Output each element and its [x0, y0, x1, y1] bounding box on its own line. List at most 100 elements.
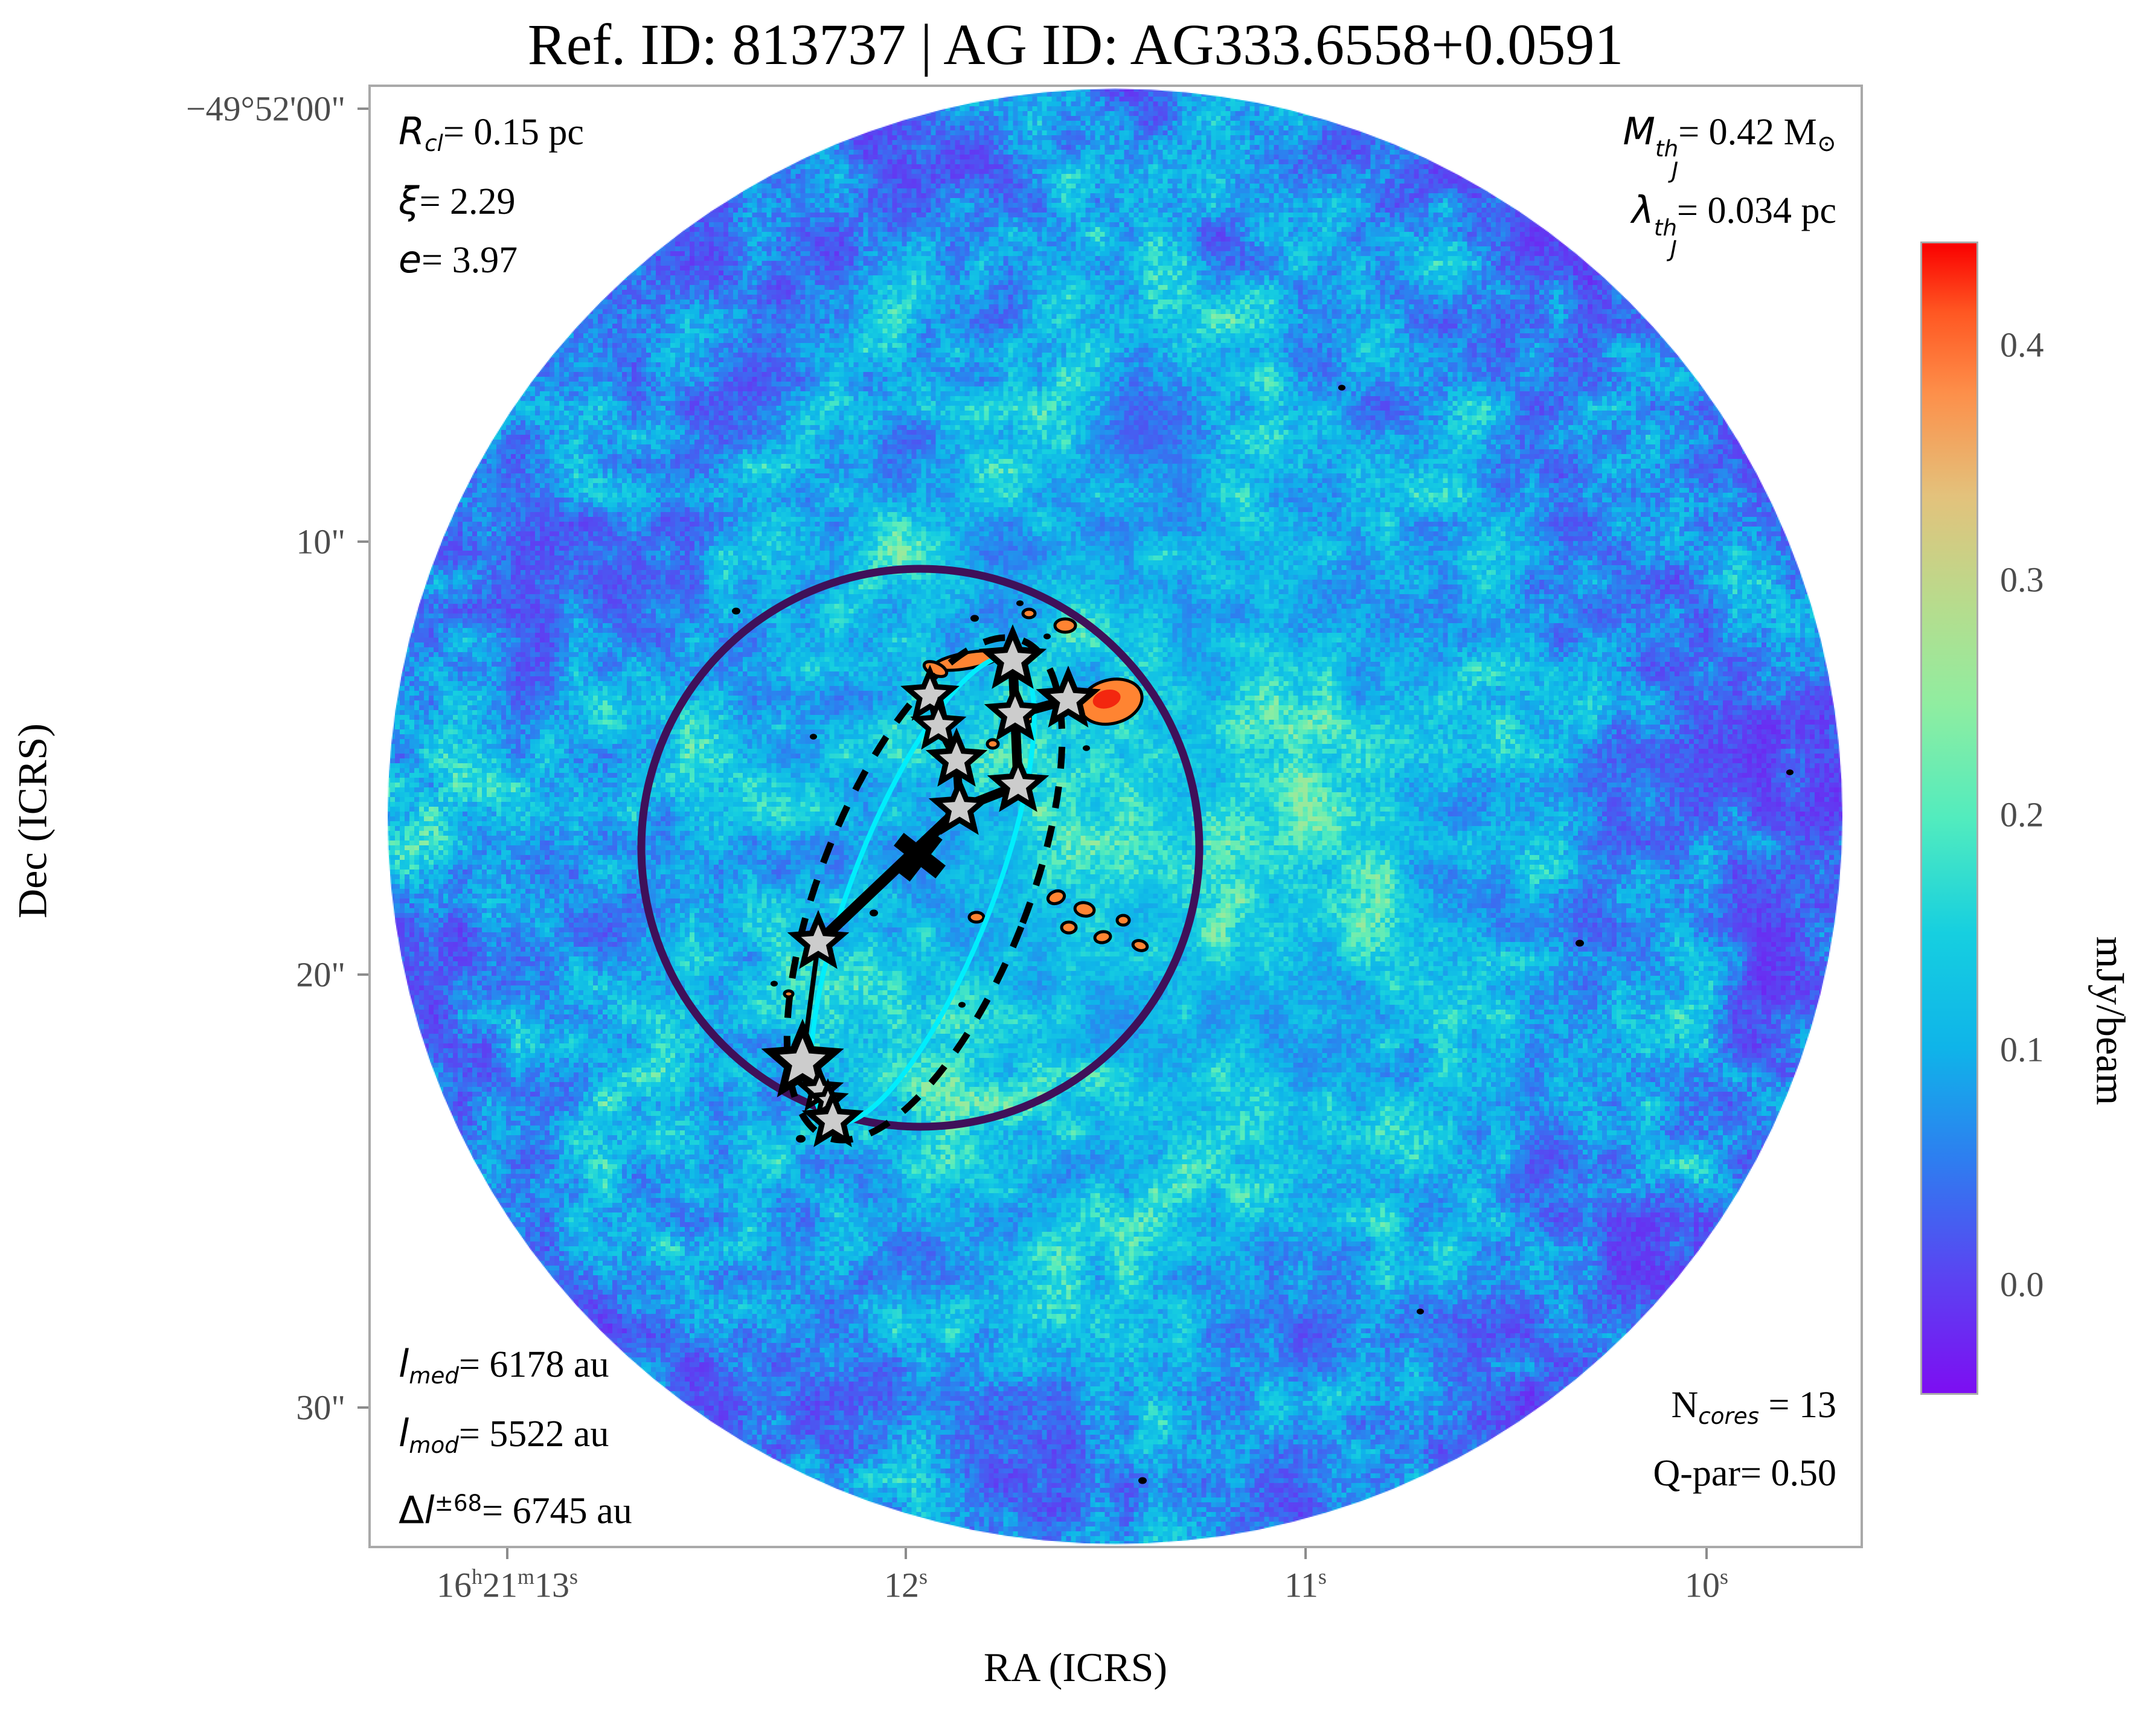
y-axis-label: Dec (ICRS) [9, 723, 56, 918]
var-symbol: l [399, 1411, 409, 1456]
var-symbol: λ [1632, 188, 1654, 232]
colorbar-tick-label-1: 0.3 [2000, 560, 2044, 600]
x-axis-label: RA (ICRS) [983, 1644, 1168, 1690]
value-text: = 13 [1759, 1384, 1836, 1426]
var-supsub: th J [1653, 214, 1678, 262]
noise-heatmap-canvas [371, 87, 1861, 1546]
contour-blob [986, 738, 1000, 750]
colorbar-label-text: mJy/beam [2088, 936, 2134, 1105]
core-star-marker-7 [928, 775, 991, 835]
annotation-e: e= 3.97 [399, 231, 584, 289]
y-tick-label-0: −49°52'00" [185, 89, 345, 129]
var-symbol: l [399, 1342, 409, 1386]
contour-dot [1043, 633, 1051, 639]
contour-blob [1053, 617, 1077, 634]
var-symbol: e [399, 237, 422, 282]
var-subscript: cores [1698, 1403, 1760, 1429]
x-tickmark [905, 1548, 907, 1559]
var-subscript: cl [425, 130, 443, 157]
var-symbol: N [1671, 1384, 1699, 1426]
contour-blob [1115, 914, 1131, 927]
cluster-radius-circle [637, 565, 1204, 1131]
core-star-marker-5 [1036, 665, 1101, 728]
x-tickmark [1705, 1548, 1708, 1559]
annotation-qpar: Q-par= 0.50 [1653, 1445, 1836, 1502]
contour-dot [732, 607, 740, 615]
colorbar-tick-label-4: 0.0 [2000, 1264, 2044, 1304]
contour-dot [1338, 385, 1345, 391]
clump-center-cross [894, 830, 946, 882]
mst-edge [813, 803, 965, 948]
x-tick-label-1: 12s [884, 1565, 928, 1605]
contour-dot [970, 615, 979, 622]
var-symbol: Q-par [1653, 1453, 1741, 1494]
contour-dot [1786, 769, 1794, 775]
annotation-xi: ξ= 2.29 [399, 172, 584, 231]
contour-blob [967, 911, 986, 924]
contour-blob [1021, 607, 1037, 620]
y-tick-label-3: 30" [296, 1388, 345, 1427]
core-star-marker-0 [978, 624, 1047, 689]
contour-blob [1131, 939, 1149, 952]
x-tick-label-0: 16h21m13s [437, 1565, 578, 1605]
y-tickmark [357, 540, 368, 543]
contour-dot [771, 981, 778, 987]
var-supsub: th J [1655, 135, 1679, 184]
contour-dot [810, 734, 817, 740]
annotation-ncores: Ncores = 13 [1653, 1377, 1837, 1445]
value-text: = 0.15 pc [443, 112, 584, 153]
value-text: = 6745 au [482, 1490, 632, 1531]
contour-dot [1083, 745, 1090, 751]
value-text: = 3.97 [422, 240, 518, 281]
contour-blob-core [1092, 689, 1121, 709]
hull-ellipse-dashed [783, 634, 1066, 1144]
annotation-bottom-left: lmed= 6178 au lmod= 5522 au Δl±68= 6745 … [399, 1335, 632, 1540]
y-tickmark [357, 107, 368, 110]
y-tick-label-1: 10" [296, 522, 345, 562]
contour-dot [958, 1002, 966, 1008]
x-tickmark [506, 1548, 508, 1559]
annotation-dl68: Δl±68= 6745 au [399, 1475, 632, 1540]
annotation-lmod: lmod= 5522 au [399, 1404, 632, 1474]
contour-dot [796, 1135, 806, 1143]
var-superscript: ±68 [434, 1489, 482, 1516]
contour-dot [1138, 1477, 1147, 1484]
overlay-graphics [637, 385, 1794, 1484]
core-star-marker-3 [925, 727, 988, 787]
var-subscript: med [409, 1362, 459, 1389]
contour-blob [1060, 920, 1078, 935]
delta-symbol: Δ [399, 1488, 425, 1532]
var-symbol: ξ [399, 179, 420, 223]
core-star-marker-1 [900, 664, 960, 721]
y-tick-label-2: 20" [296, 955, 345, 995]
contour-blob [1093, 930, 1112, 944]
colorbar-label: mJy/beam [2041, 845, 2151, 1196]
value-text: = 0.42 M [1678, 112, 1817, 153]
contour-blob [1073, 901, 1096, 918]
colorbar-tick-label-0: 0.4 [2000, 325, 2044, 365]
core-star-marker-12 [801, 1087, 864, 1147]
y-tickmark [357, 973, 368, 976]
contour-dot [1576, 940, 1584, 947]
annotation-rcl: Rcl= 0.15 pc [399, 103, 584, 172]
x-tickmark [1304, 1548, 1307, 1559]
contour-dot [1417, 1308, 1424, 1315]
annotation-top-left: Rcl= 0.15 pc ξ= 2.29 e= 3.97 [399, 103, 584, 289]
var-symbol: l [424, 1488, 435, 1532]
core-star-marker-6 [987, 752, 1050, 812]
colorbar-tick-label-3: 0.1 [2000, 1030, 2044, 1069]
value-text: = 6178 au [458, 1344, 609, 1386]
core-star-marker-8 [787, 909, 850, 969]
colorbar [1920, 242, 1978, 1395]
figure-title: Ref. ID: 813737 | AG ID: AG333.6558+0.05… [527, 12, 1624, 77]
var-symbol: M [1623, 109, 1656, 153]
sun-symbol: ⊙ [1816, 131, 1836, 157]
value-text: = 5522 au [458, 1414, 609, 1455]
y-tickmark [357, 1406, 368, 1409]
contour-dot [1016, 600, 1024, 606]
annotation-jeans-length: λ th J = 0.034 pc [1623, 181, 1836, 260]
